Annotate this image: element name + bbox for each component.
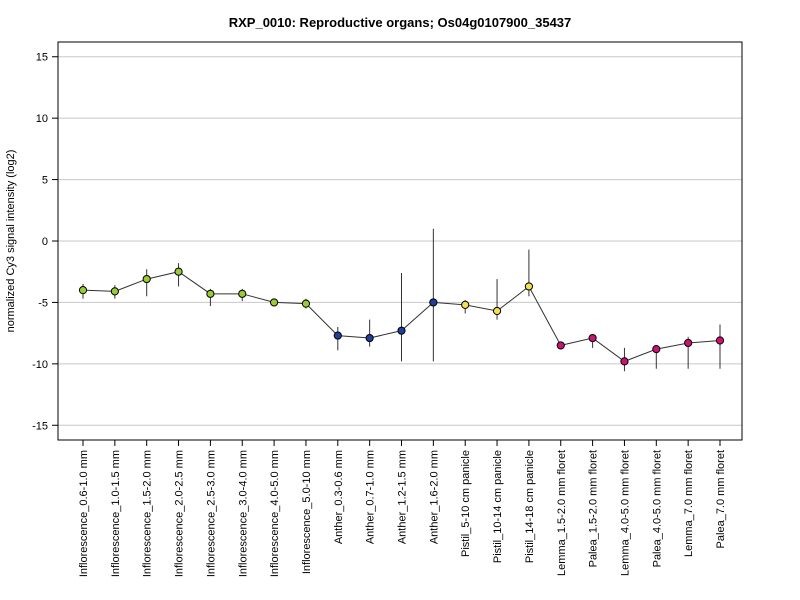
x-tick-label: Pistil_10-14 cm panicle	[492, 450, 504, 563]
data-point	[174, 267, 183, 276]
data-point	[684, 338, 693, 348]
data-point	[652, 344, 661, 354]
data-series	[78, 267, 725, 366]
data-point	[492, 306, 502, 316]
x-tick-label: Palea_1.5-2.0 mm floret	[588, 450, 600, 567]
y-tick-label: 0	[42, 236, 48, 248]
data-point	[620, 357, 629, 366]
x-tick-label: Inflorescence_2.5-3.0 mm	[205, 450, 217, 577]
y-tick-label: 10	[36, 113, 48, 125]
y-axis: -15 -10 -5 0 5 10 15	[32, 52, 58, 432]
y-axis-label: normalized Cy3 signal intensity (log2)	[5, 150, 17, 333]
x-tick-label: Palea_4.0-5.0 mm floret	[651, 450, 663, 567]
x-tick-label: Palea_7.0 mm floret	[715, 450, 727, 548]
data-point	[429, 298, 438, 307]
x-tick-label: Pistil_14-18 cm panicle	[524, 450, 536, 563]
data-point	[270, 298, 279, 307]
y-tick-label: -15	[32, 420, 48, 432]
x-tick-label: Lemma_7.0 mm floret	[683, 450, 695, 557]
data-point	[556, 341, 565, 350]
data-point	[142, 274, 151, 284]
x-tick-label: Inflorescence_0.6-1.0 mm	[78, 450, 90, 577]
x-tick-label: Inflorescence_5.0-10 mm	[301, 450, 313, 574]
data-point	[715, 336, 725, 345]
data-point	[78, 286, 88, 295]
x-tick-label: Anther_1.6-2.0 mm	[428, 450, 440, 544]
x-tick-label: Anther_0.7-1.0 mm	[365, 450, 377, 544]
x-tick-label: Lemma_1.5-2.0 mm floret	[556, 450, 568, 576]
data-point	[206, 289, 215, 298]
x-tick-label: Inflorescence_3.0-4.0 mm	[237, 450, 249, 577]
data-point	[588, 333, 597, 343]
data-point	[461, 300, 470, 309]
x-tick-label: Inflorescence_1.5-2.0 mm	[142, 450, 154, 577]
chart-title: RXP_0010: Reproductive organs; Os04g0107…	[229, 15, 572, 30]
x-axis: Inflorescence_0.6-1.0 mm Inflorescence_1.…	[78, 440, 727, 577]
y-tick-label: -5	[38, 297, 48, 309]
error-bars	[82, 228, 721, 372]
grid-lines	[58, 56, 742, 426]
data-point	[110, 287, 119, 296]
x-tick-label: Lemma_4.0-5.0 mm floret	[619, 450, 631, 576]
data-point	[397, 326, 406, 335]
data-point	[301, 299, 311, 308]
x-tick-label: Anther_0.3-0.6 mm	[333, 450, 345, 544]
data-point	[365, 333, 374, 343]
x-tick-label: Pistil_5-10 cm panicle	[460, 450, 472, 557]
y-tick-label: -10	[32, 359, 48, 371]
x-tick-label: Inflorescence_4.0-5.0 mm	[269, 450, 281, 577]
data-point	[524, 282, 534, 291]
x-tick-label: Anther_1.2-1.5 mm	[397, 450, 409, 544]
x-tick-label: Inflorescence_1.0-1.5 mm	[110, 450, 122, 577]
x-tick-label: Inflorescence_2.0-2.5 mm	[174, 450, 186, 577]
plot-frame	[57, 41, 743, 441]
y-tick-label: 15	[36, 52, 48, 64]
y-tick-label: 5	[42, 175, 48, 187]
data-point	[333, 331, 342, 340]
data-point	[238, 289, 247, 298]
